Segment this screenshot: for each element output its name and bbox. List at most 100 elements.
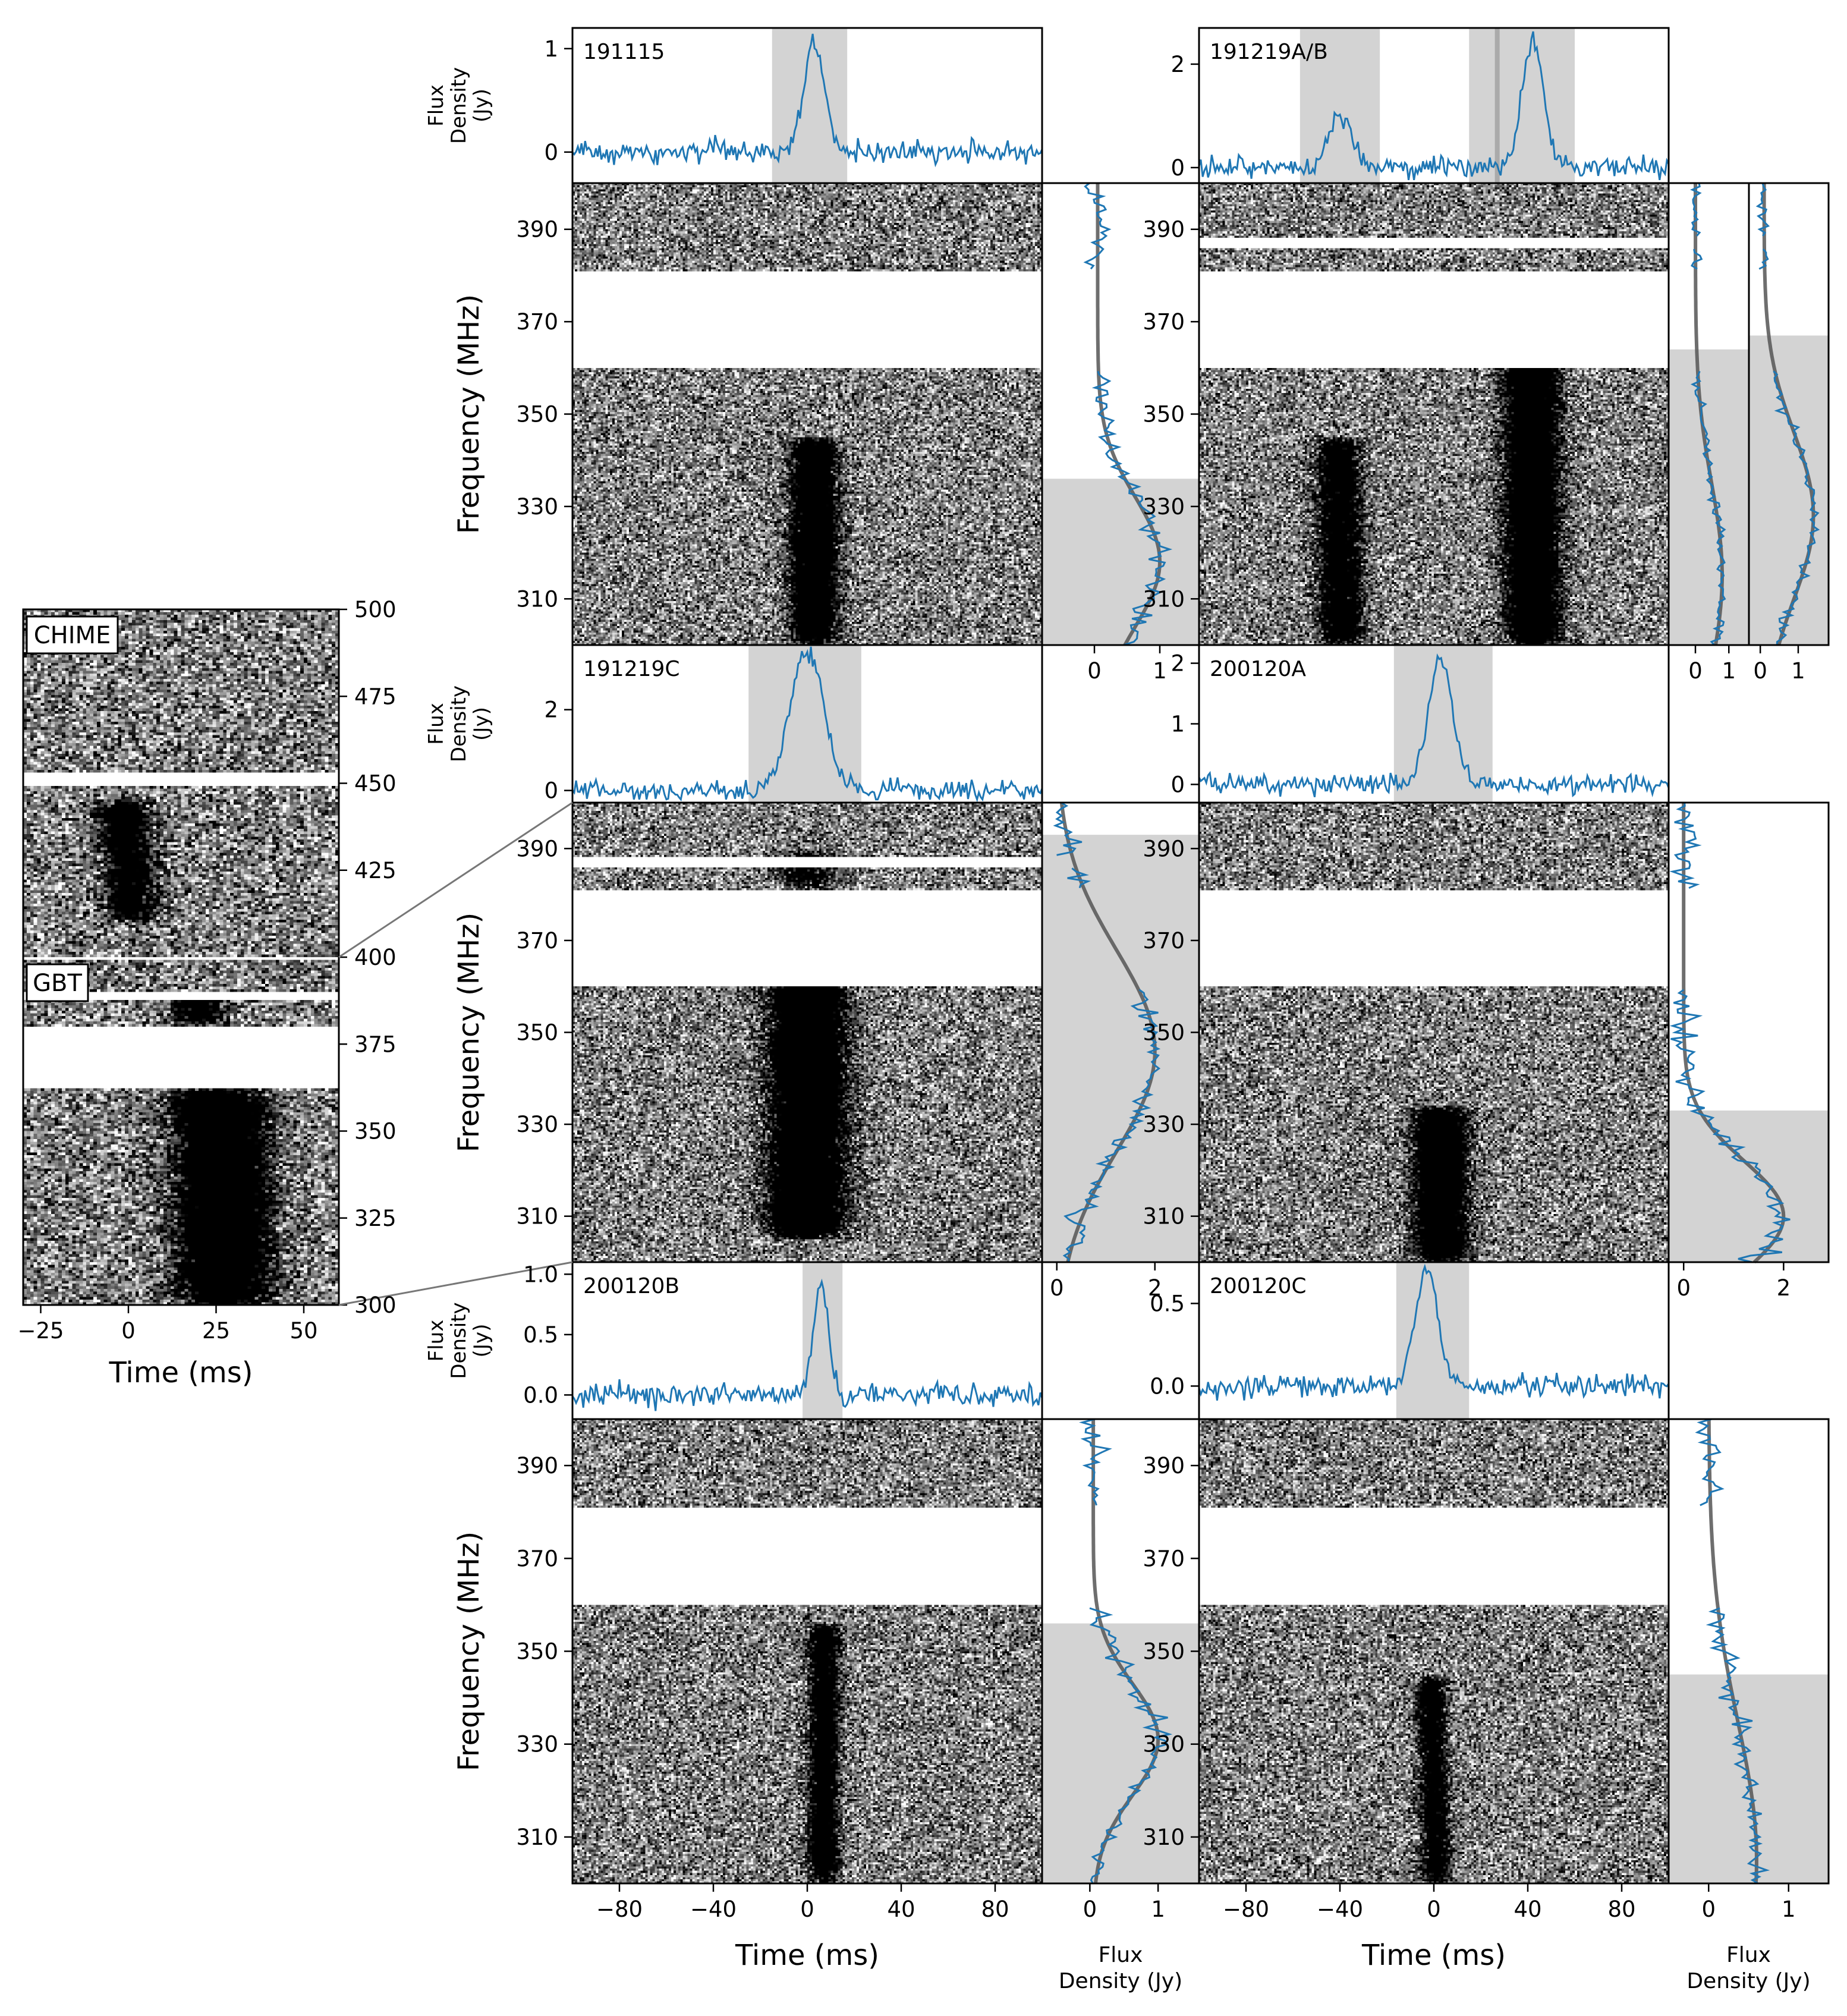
telescope-label-0: CHIME bbox=[34, 622, 111, 649]
inset-xtick-label-3: 50 bbox=[290, 1318, 317, 1344]
dyn-ytick-label-191219AB-1: 330 bbox=[1143, 494, 1185, 520]
zoom-connector-top bbox=[338, 801, 573, 958]
spec-xtick-label-191219AB-a-1: 1 bbox=[1722, 658, 1736, 684]
profile-line-200120C bbox=[1198, 1263, 1670, 1401]
dyn-xtick-label-200120B-0: −80 bbox=[596, 1897, 643, 1922]
dynamic-spectrum-191219C bbox=[572, 803, 1042, 1262]
spec-xtick-label-191219C-0: 0 bbox=[1050, 1275, 1064, 1301]
inset-ytick-label-3: 375 bbox=[354, 1031, 397, 1057]
spectrum-frame-200120A bbox=[1667, 801, 1830, 1263]
profile-ytick-label-200120A-0: 0 bbox=[1170, 772, 1185, 797]
dyn-ytick-label-191115-4: 390 bbox=[516, 217, 558, 243]
dyn-ytick-label-200120B-3: 370 bbox=[516, 1546, 558, 1571]
dyn-ytick-label-191219C-2: 350 bbox=[516, 1020, 558, 1046]
dyn-xtick-label-200120C-2: 0 bbox=[1427, 1897, 1441, 1922]
dyn-ytick-label-191219C-0: 310 bbox=[516, 1204, 558, 1229]
spec-xtick-label-200120A-0: 0 bbox=[1676, 1275, 1691, 1301]
burst-label-191115: 191115 bbox=[583, 40, 665, 64]
profile-ytick-label-191219C-0: 0 bbox=[544, 778, 558, 804]
spectrum-line-191219AB-b-2 bbox=[1755, 183, 1770, 237]
inset-ytick-label-8: 500 bbox=[354, 597, 397, 622]
dyn-ytick-label-191219AB-4: 390 bbox=[1143, 217, 1185, 243]
flux-axis-label-row-0-2: (Jy) bbox=[470, 89, 493, 122]
spectrum-line-191219C-2 bbox=[1053, 801, 1083, 856]
profile-ytick-label-191115-0: 0 bbox=[544, 140, 558, 165]
spec-xtick-label-200120C-1: 1 bbox=[1782, 1897, 1796, 1922]
profile-line-200120A bbox=[1198, 653, 1670, 798]
spectrum-line-191219AB-b-0 bbox=[1773, 370, 1820, 646]
telescope-label-1: GBT bbox=[33, 970, 82, 997]
spectrum-highlight-191115 bbox=[1042, 479, 1199, 645]
dyn-ytick-label-191219C-4: 390 bbox=[516, 836, 558, 861]
profile-ytick-label-200120A-1: 1 bbox=[1170, 712, 1185, 737]
flux-axis-label-row-0-1: Density bbox=[447, 67, 471, 144]
spectrum-line-191219C-1 bbox=[1067, 867, 1091, 889]
dyn-xtick-label-200120B-3: 40 bbox=[887, 1897, 915, 1922]
dyn-ytick-label-200120C-2: 350 bbox=[1143, 1639, 1185, 1665]
flux-axis-label-row-0-0: Flux bbox=[424, 84, 448, 127]
spectrum-line-200120B-1 bbox=[1079, 1418, 1112, 1506]
burst-label-191219AB: 191219A/B bbox=[1210, 40, 1328, 64]
spec-xtick-label-191219AB-a-0: 0 bbox=[1688, 658, 1703, 684]
profile-ytick-label-191219AB-1: 2 bbox=[1170, 52, 1185, 77]
spectrum-fit-200120B bbox=[1091, 1419, 1160, 1884]
spec-xtick-label-200120A-1: 2 bbox=[1777, 1275, 1791, 1301]
spectrum-axis-label-1-0: Flux bbox=[1726, 1943, 1771, 1967]
profile-ytick-label-200120C-0: 0.0 bbox=[1150, 1373, 1185, 1399]
time-axis-label-0: Time (ms) bbox=[735, 1939, 879, 1972]
spectrum-axis-label-1-1: Density (Jy) bbox=[1686, 1969, 1810, 1993]
spectrum-highlight-191219AB-b bbox=[1749, 335, 1829, 645]
dyn-ytick-label-191219AB-2: 350 bbox=[1143, 402, 1185, 427]
dyn-ytick-label-200120C-4: 390 bbox=[1143, 1453, 1185, 1479]
profile-line-191219AB bbox=[1198, 31, 1670, 181]
spec-xtick-label-191115-1: 1 bbox=[1153, 658, 1167, 684]
zoom-connector-bottom bbox=[338, 1261, 573, 1306]
time-axis-label-1: Time (ms) bbox=[1361, 1939, 1506, 1972]
spectrum-frame-191219AB-b bbox=[1748, 182, 1830, 646]
profile-ytick-label-191115-1: 1 bbox=[544, 36, 558, 62]
profile-ytick-label-200120A-2: 2 bbox=[1170, 651, 1185, 677]
inset-heatmap bbox=[23, 609, 339, 1305]
dyn-ytick-label-200120C-0: 310 bbox=[1143, 1825, 1185, 1850]
spectrum-line-200120B-0 bbox=[1089, 1607, 1173, 1884]
flux-axis-label-row-2-1: Density bbox=[447, 1302, 471, 1379]
dyn-ytick-label-200120A-0: 310 bbox=[1143, 1204, 1185, 1229]
profile-highlight-191219AB-0 bbox=[1299, 28, 1380, 183]
dyn-ytick-label-191115-0: 310 bbox=[516, 586, 558, 612]
inset-ytick-label-6: 450 bbox=[354, 771, 397, 797]
inset-ytick-label-1: 325 bbox=[354, 1206, 397, 1231]
dyn-xtick-label-200120C-0: −80 bbox=[1223, 1897, 1269, 1922]
profile-ytick-label-200120B-0: 0.0 bbox=[523, 1382, 558, 1408]
dyn-ytick-label-200120B-2: 350 bbox=[516, 1639, 558, 1665]
dyn-ytick-label-191115-2: 350 bbox=[516, 402, 558, 427]
spectrum-highlight-200120A bbox=[1669, 1110, 1829, 1262]
inset-xtick-label-2: 25 bbox=[202, 1318, 230, 1344]
burst-label-200120B: 200120B bbox=[583, 1274, 679, 1298]
dynamic-spectrum-200120B bbox=[572, 1419, 1042, 1883]
spec-xtick-label-191219C-1: 2 bbox=[1148, 1275, 1162, 1301]
spec-xtick-label-191219AB-b-1: 1 bbox=[1791, 658, 1805, 684]
dyn-ytick-label-200120B-1: 330 bbox=[516, 1732, 558, 1757]
heatmap-layer bbox=[23, 183, 1669, 1883]
dynamic-spectrum-200120A bbox=[1199, 803, 1669, 1262]
inset-ytick-label-2: 350 bbox=[354, 1119, 397, 1144]
dyn-ytick-label-191219AB-0: 310 bbox=[1143, 586, 1185, 612]
profile-highlight-200120C-0 bbox=[1396, 1262, 1470, 1419]
burst-label-200120A: 200120A bbox=[1210, 657, 1306, 681]
dyn-ytick-label-200120C-3: 370 bbox=[1143, 1546, 1185, 1571]
profile-highlight-191115-0 bbox=[772, 28, 848, 183]
spectrum-line-191219AB-a-1 bbox=[1690, 249, 1703, 270]
inset-ytick-label-4: 400 bbox=[354, 945, 397, 970]
spectrum-line-191219AB-b-1 bbox=[1758, 249, 1769, 270]
dyn-ytick-label-200120A-2: 350 bbox=[1143, 1020, 1185, 1046]
inset-xtick-label-0: −25 bbox=[17, 1318, 64, 1344]
dyn-ytick-label-200120A-1: 330 bbox=[1143, 1112, 1185, 1137]
inset-ytick-label-7: 475 bbox=[354, 684, 397, 709]
dyn-xtick-label-200120C-3: 40 bbox=[1514, 1897, 1541, 1922]
spec-xtick-label-191219AB-b-0: 0 bbox=[1753, 658, 1767, 684]
freq-axis-label-row-1: Frequency (MHz) bbox=[452, 913, 486, 1152]
inset-xtick-label-1: 0 bbox=[121, 1318, 136, 1344]
spectrum-line-200120C-1 bbox=[1695, 1418, 1725, 1507]
flux-axis-label-row-2-2: (Jy) bbox=[470, 1324, 493, 1358]
